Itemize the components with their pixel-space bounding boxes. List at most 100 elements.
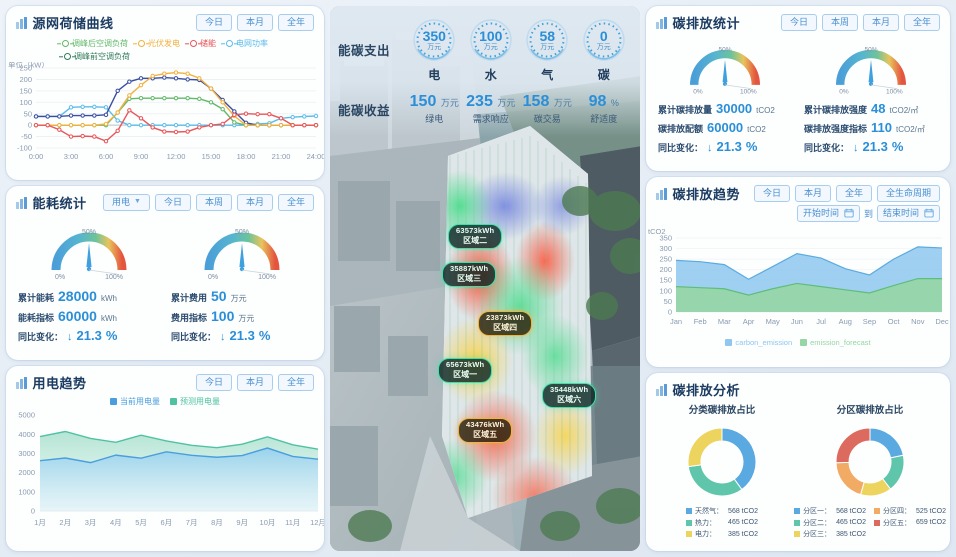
btn-this-month[interactable]: 本月 [236, 14, 273, 31]
btn-today[interactable]: 今日 [195, 374, 232, 391]
btn-this-month[interactable]: 本月 [794, 185, 831, 202]
svg-text:Aug: Aug [839, 317, 852, 326]
legend-label: 光伏发电 [148, 39, 180, 48]
legend-item[interactable]: carbon_emission [725, 338, 792, 347]
stat-label: 同比变化： [18, 331, 64, 342]
ring-svg [470, 19, 512, 61]
zone-tag[interactable]: 35448kWh 区域六 [542, 383, 597, 408]
donut-slice[interactable] [835, 427, 871, 464]
stat-label: 累计碳排放量 [658, 105, 713, 115]
btn-this-month[interactable]: 本月 [236, 374, 273, 391]
stat-row: 同比变化： ↓ 21.3% [18, 327, 165, 346]
stat-label: 费用指标 [171, 313, 208, 324]
btn-full-year[interactable]: 全年 [277, 374, 314, 391]
svg-text:50%: 50% [864, 46, 877, 53]
donut-legend-column: 分区四： 525 tCO2 分区五： 659 tCO2 [874, 506, 946, 539]
time-range-buttons: 今日 本月 全年 全生命周期 [753, 185, 940, 202]
end-date-input[interactable]: 结束时间 [876, 205, 940, 222]
title-bars-icon [656, 383, 667, 396]
btn-today[interactable]: 今日 [780, 14, 817, 31]
caption: 水 [484, 68, 497, 82]
legend-item[interactable]: 储能 [190, 38, 216, 49]
legend-item[interactable]: 调峰前空调负荷 [64, 51, 130, 62]
energy-type-select[interactable]: 用电 ▼ [102, 194, 150, 211]
stat-row: 碳排放强度指标 110 tCO2/㎡ [804, 119, 944, 138]
donut-slice[interactable] [687, 464, 743, 497]
legend-item[interactable]: 调峰后空调负荷 [62, 38, 128, 49]
stat-row: 费用指标 100 万元 [171, 306, 318, 326]
svg-text:0: 0 [668, 307, 672, 316]
ring-gauge: 100 万元 [467, 16, 515, 64]
donut-slice[interactable] [835, 461, 865, 496]
zone-value: 65673kWh [446, 360, 485, 369]
svg-text:Nov: Nov [911, 317, 925, 326]
stat-unit: tCO2/㎡ [896, 124, 925, 134]
stat-value: 48 [871, 101, 886, 116]
btn-today[interactable]: 今日 [195, 14, 232, 31]
donut-slice[interactable] [869, 427, 904, 459]
btn-today[interactable]: 今日 [753, 185, 790, 202]
legend-label: 热力： [695, 519, 717, 527]
btn-this-month[interactable]: 本月 [862, 14, 899, 31]
donut-legend-item[interactable]: 天然气： 568 tCO2 [686, 506, 758, 516]
start-date-input[interactable]: 开始时间 [796, 205, 860, 222]
btn-this-month[interactable]: 本月 [236, 194, 273, 211]
building-3d-scene[interactable]: 能碳支出 350 万元 电 [330, 6, 640, 551]
title-bars-icon [656, 187, 667, 200]
donut-legend-column: 分区一： 568 tCO2 分区二： 465 tCO2 分区三： 385 tCO2 [794, 506, 866, 539]
zone-tag[interactable]: 43476kWh 区域五 [458, 418, 513, 443]
donut-legend-item[interactable]: 热力： 465 tCO2 [686, 518, 758, 528]
donut-by-zone: 分区碳排放占比 分区一： 568 tCO2 分区二： 465 tCO2 分区三： 385 … [794, 401, 946, 539]
legend-item[interactable]: emission_forecast [800, 337, 871, 347]
legend-item[interactable]: 电网功率 [226, 38, 268, 49]
stat-value: 100 [211, 308, 235, 325]
title-bars-icon [16, 376, 27, 389]
svg-text:100%: 100% [886, 88, 903, 95]
chart-legend-row2: 调峰前空调负荷 [6, 49, 324, 62]
legend-item[interactable]: 当前用电量 [110, 396, 160, 407]
svg-text:1000: 1000 [18, 487, 35, 496]
btn-full-lifecycle[interactable]: 全生命周期 [876, 185, 940, 202]
value: 0 [599, 28, 608, 44]
donut-legend-item[interactable]: 分区四： 525 tCO2 [874, 506, 946, 516]
btn-full-year[interactable]: 全年 [277, 194, 314, 211]
legend-label: 预测用电量 [180, 397, 220, 406]
btn-today[interactable]: 今日 [154, 194, 191, 211]
stat-label: 累计费用 [171, 293, 208, 303]
legend-item[interactable]: 预测用电量 [170, 396, 220, 407]
zone-tag[interactable]: 23873kWh 区域四 [478, 311, 533, 336]
ring-value: 0 万元 [580, 16, 628, 64]
legend-item[interactable]: 光伏发电 [138, 38, 180, 49]
donut-legend-item[interactable]: 电力： 385 tCO2 [686, 529, 758, 539]
title-bars-icon [16, 196, 27, 209]
donut-legend-item[interactable]: 分区五： 659 tCO2 [874, 518, 946, 528]
expense-item-gas: 58 万元 气 [519, 16, 576, 83]
value-line: 150 万元 [406, 93, 463, 111]
donut-slice[interactable] [721, 427, 757, 491]
btn-full-year[interactable]: 全年 [903, 14, 940, 31]
btn-full-year[interactable]: 全年 [277, 14, 314, 31]
gauge-stats: 累计碳排放强度 48 tCO2/㎡ 碳排放强度指标 110 tCO2/㎡ 同比变化： ↓ 2… [798, 100, 944, 157]
btn-this-week[interactable]: 本周 [195, 194, 232, 211]
ring-value: 58 万元 [523, 16, 571, 64]
legend-label: emission_forecast [810, 337, 871, 347]
svg-text:150: 150 [19, 86, 32, 95]
stat-row: 累计碳排放强度 48 tCO2/㎡ [804, 100, 944, 119]
svg-text:100: 100 [659, 286, 672, 295]
svg-text:5000: 5000 [18, 411, 35, 420]
zone-tag[interactable]: 35887kWh 区域三 [442, 262, 497, 287]
svg-text:3000: 3000 [18, 449, 35, 458]
svg-text:9月: 9月 [236, 518, 248, 527]
zone-tag[interactable]: 65673kWh 区域一 [438, 358, 493, 383]
btn-full-year[interactable]: 全年 [835, 185, 872, 202]
value: 350 [422, 28, 446, 44]
zone-tag[interactable]: 63573kWh 区域二 [448, 224, 503, 249]
donut-slice[interactable] [687, 427, 723, 468]
donut-legend-item[interactable]: 分区二： 465 tCO2 [794, 518, 866, 528]
stat-unit: % [745, 138, 758, 154]
btn-this-week[interactable]: 本周 [821, 14, 858, 31]
stat-label: 能耗指标 [18, 313, 55, 324]
caption: 需求响应 [472, 114, 509, 124]
donut-legend-item[interactable]: 分区一： 568 tCO2 [794, 506, 866, 516]
donut-legend-item[interactable]: 分区三： 385 tCO2 [794, 529, 866, 539]
